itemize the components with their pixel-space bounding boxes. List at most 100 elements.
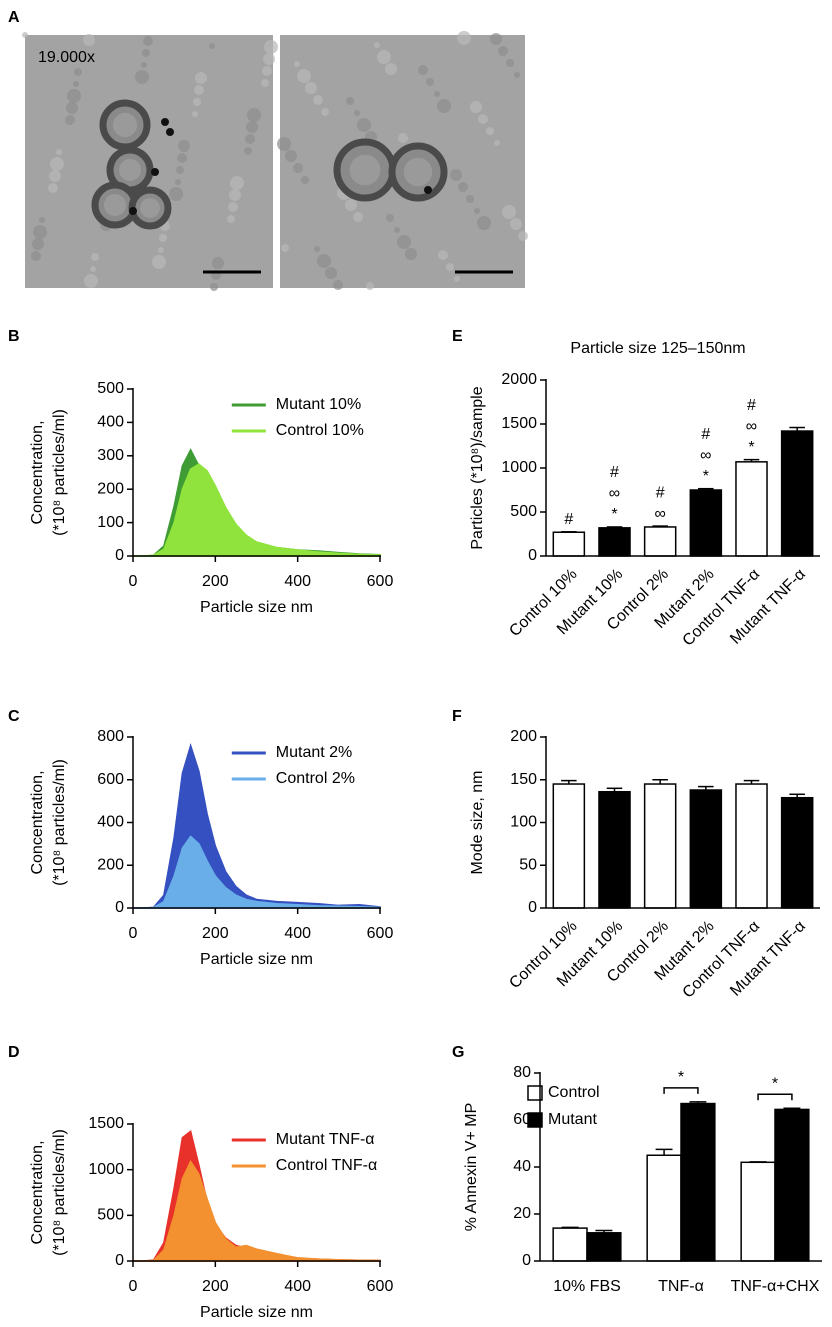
x-tick-label: 200 [202,573,229,590]
vesicle-core [140,198,160,218]
texture [33,225,47,239]
texture [490,33,502,45]
y-tick-label: 50 [519,856,537,873]
texture [195,72,207,84]
x-tick-label: 200 [202,1278,229,1295]
legend-label: Mutant 10% [276,396,361,413]
texture [494,140,500,146]
texture [477,216,491,230]
y-tick-label: 300 [97,447,124,464]
texture [478,114,488,124]
y-tick-label: 800 [97,728,124,745]
texture [474,208,480,214]
texture [277,137,291,151]
texture [194,85,204,95]
error-bar [606,787,623,792]
bar [586,1232,622,1262]
texture [263,53,275,65]
bar [552,783,586,909]
texture [192,111,198,117]
texture [227,215,235,223]
x-tick-label: TNF-α+CHX [731,1278,820,1295]
texture [470,101,482,113]
texture [281,244,289,252]
significance-label: * [611,506,617,523]
y-tick-label: 1000 [88,1161,124,1178]
error-bar [652,779,668,785]
significance-label: ∞ [654,505,665,522]
error-bar [743,779,760,785]
y-axis-label: % Annexin V+ MP [463,1103,480,1232]
texture [405,248,417,260]
texture [466,195,474,203]
texture [458,182,468,192]
y-tick-label: 150 [510,771,537,788]
significance-bracket [757,1093,793,1101]
y-axis-label: (*10⁸ particles/ml) [51,1129,68,1256]
texture [158,247,164,253]
gold-particle [151,168,159,176]
significance-label: ∞ [609,485,620,502]
significance-label: # [701,426,710,443]
texture [49,170,61,182]
texture [50,157,64,171]
texture [245,134,255,144]
texture [294,61,300,67]
legend-swatch [527,1085,543,1101]
x-tick-label: 0 [129,925,138,942]
legend-label: Control 10% [276,422,364,439]
texture [210,283,218,291]
significance-label: * [748,439,754,456]
x-tick-label: 200 [202,925,229,942]
y-tick-label: 40 [513,1158,531,1175]
legend-label: Control TNF-α [276,1157,377,1174]
error-bar [698,785,714,791]
x-tick-label: 600 [367,925,394,942]
x-tick-label: 600 [367,1278,394,1295]
y-axis-label: Concentration, [29,770,46,874]
y-tick-label: 60 [513,1111,531,1128]
texture [246,121,258,133]
y-tick-label: 100 [97,514,124,531]
texture [353,212,363,222]
texture [498,46,508,56]
y-tick-label: 0 [528,899,537,916]
legend-label: Control [548,1084,600,1101]
bar [780,796,814,909]
bar [598,790,631,909]
texture [446,263,454,271]
texture [152,255,166,269]
significance-label: # [564,511,573,528]
texture [346,97,354,105]
legend-label: Mutant TNF-α [276,1131,375,1148]
legend-label: Mutant [548,1111,597,1128]
y-tick-label: 200 [510,728,537,745]
texture [510,218,522,230]
bar [643,526,677,557]
gold-particle [161,118,169,126]
texture [285,150,297,162]
texture [141,62,147,68]
legend-label: Control 2% [276,770,355,787]
texture [73,81,79,87]
texture [212,257,224,269]
x-axis-label: Particle size nm [200,1304,313,1321]
error-bar [743,458,760,462]
texture [518,231,528,241]
texture [313,95,323,105]
y-axis-label: Particles (*10⁸)/sample [469,386,486,549]
panel-label: B [8,328,20,345]
chart-title: Particle size 125–150nm [570,340,745,357]
texture [143,36,153,46]
texture [230,176,244,190]
texture [175,179,181,185]
x-tick-label: TNF-α [658,1278,704,1295]
y-axis-label: (*10⁸ particles/ml) [51,759,68,886]
texture [22,32,28,38]
y-tick-label: 0 [115,1252,124,1269]
vesicle-core [403,157,433,187]
bar [689,489,723,557]
error-bar [698,487,714,490]
error-bar [655,1148,673,1156]
texture [418,65,428,75]
